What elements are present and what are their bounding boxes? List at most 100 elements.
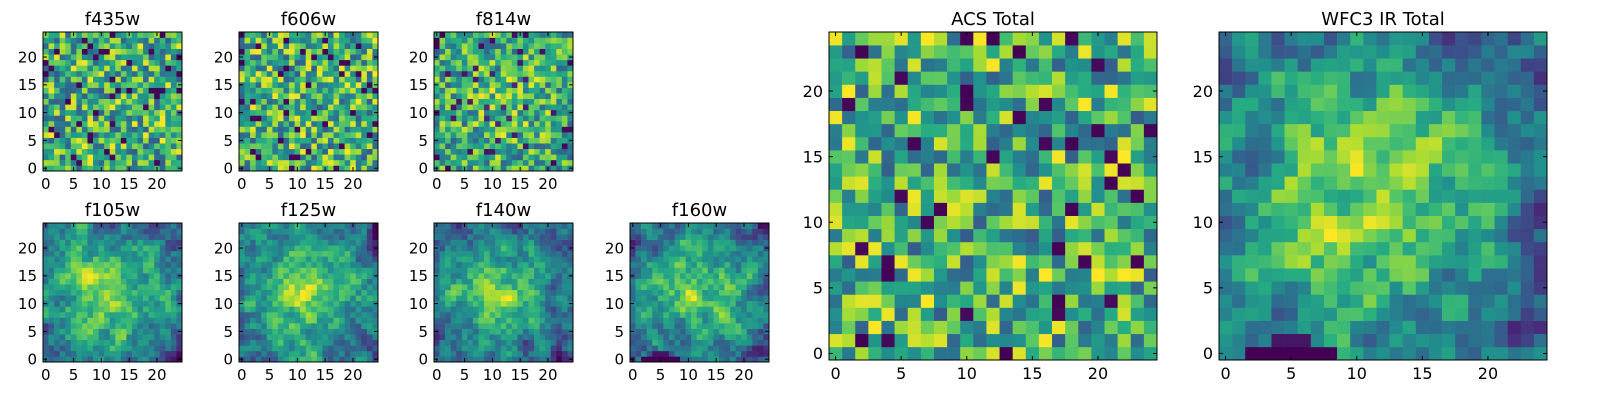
heatmap-cell — [1025, 307, 1040, 321]
heatmap-cell — [495, 356, 502, 363]
heatmap-cell — [289, 43, 295, 49]
heatmap-cell — [98, 70, 105, 77]
heatmap-cell — [561, 239, 568, 246]
heatmap-cell — [855, 307, 869, 321]
heatmap-cell — [154, 159, 161, 166]
heatmap-cell — [372, 104, 379, 111]
heatmap-cell — [59, 284, 66, 291]
heatmap-cell — [674, 334, 681, 341]
heatmap-cell — [300, 239, 307, 246]
heatmap-cell — [305, 43, 312, 49]
heatmap-cell — [305, 295, 312, 302]
heatmap-cell — [534, 234, 540, 240]
heatmap-cell — [350, 267, 357, 274]
heatmap-cell — [702, 273, 709, 279]
heatmap-cell — [339, 148, 345, 155]
heatmap-cell — [517, 261, 524, 268]
heatmap-cell — [506, 87, 513, 94]
heatmap-cell — [327, 323, 334, 329]
heatmap-cell — [109, 154, 116, 161]
heatmap-cell — [59, 148, 66, 155]
y-tick-label: 15 — [18, 76, 37, 94]
heatmap-cell — [567, 98, 574, 105]
heatmap-cell — [272, 334, 279, 341]
heatmap-cell — [59, 104, 66, 111]
heatmap-cell — [165, 37, 172, 44]
heatmap-cell — [283, 306, 290, 313]
heatmap-cell — [311, 278, 318, 285]
heatmap-cell — [511, 261, 518, 268]
heatmap-cell — [696, 256, 703, 263]
heatmap-cell — [472, 261, 479, 268]
heatmap-cell — [741, 323, 748, 329]
heatmap-cell — [87, 289, 94, 296]
heatmap-cell — [126, 143, 133, 150]
heatmap-cell — [239, 239, 245, 246]
heatmap-cell — [500, 250, 507, 257]
heatmap-cell — [907, 333, 922, 348]
heatmap-cell — [372, 278, 379, 285]
heatmap-cell — [126, 234, 133, 240]
heatmap-cell — [305, 300, 312, 307]
heatmap-cell — [868, 202, 882, 216]
heatmap-cell — [1052, 281, 1066, 295]
heatmap-cell — [70, 228, 77, 235]
heatmap-cell — [528, 356, 535, 363]
heatmap-cell — [1143, 202, 1158, 216]
heatmap-cell — [702, 223, 709, 229]
heatmap-cell — [65, 306, 72, 313]
heatmap-cell — [652, 306, 659, 313]
heatmap-cell — [489, 289, 496, 296]
x-tick-label: 5 — [265, 366, 275, 384]
heatmap-cell — [300, 223, 307, 229]
heatmap-cell — [550, 159, 557, 166]
heatmap-cell — [550, 59, 557, 66]
heatmap-cell — [461, 350, 468, 357]
heatmap-cell — [855, 202, 869, 216]
heatmap-cell — [366, 239, 373, 246]
heatmap-cell — [947, 320, 961, 335]
heatmap-cell — [1065, 255, 1079, 269]
heatmap-cell — [366, 245, 373, 252]
heatmap-cell — [104, 273, 111, 279]
heatmap-cell — [1012, 255, 1027, 269]
heatmap-cell — [434, 126, 440, 133]
heatmap-cell — [244, 250, 251, 257]
heatmap-cell — [115, 245, 122, 252]
heatmap-cell — [333, 267, 340, 274]
heatmap-cell — [434, 250, 440, 257]
heatmap-cell — [467, 87, 474, 94]
heatmap-cell — [506, 154, 513, 161]
heatmap-cell — [59, 65, 66, 72]
heatmap-cell — [685, 311, 692, 318]
heatmap-cell — [1143, 320, 1158, 335]
heatmap-cell — [561, 250, 568, 257]
x-tick-label: 0 — [41, 175, 51, 193]
heatmap-cell — [159, 165, 166, 172]
heatmap-cell — [126, 87, 133, 94]
heatmap-cell — [261, 273, 268, 279]
heatmap-cell — [372, 284, 379, 291]
heatmap-cell — [239, 228, 245, 235]
heatmap-cell — [76, 104, 83, 111]
heatmap-cell — [43, 239, 49, 246]
heatmap-cell — [478, 165, 485, 172]
heatmap-cell — [126, 37, 133, 44]
heatmap-cell — [663, 311, 670, 318]
heatmap-cell — [517, 300, 524, 307]
heatmap-cell — [43, 339, 49, 346]
heatmap-cell — [300, 350, 307, 357]
heatmap-cell — [239, 154, 245, 161]
heatmap-cell — [339, 273, 345, 279]
heatmap-cell — [250, 132, 256, 138]
heatmap-cell — [255, 256, 262, 263]
y-tick-label: 15 — [605, 267, 624, 285]
heatmap-cell — [54, 132, 60, 138]
heatmap-cell — [478, 245, 485, 252]
heatmap-cell — [289, 339, 295, 346]
heatmap-cell — [305, 76, 312, 83]
heatmap-cell — [456, 289, 463, 296]
heatmap-cell — [550, 109, 557, 116]
heatmap-cell — [131, 356, 138, 363]
heatmap-cell — [48, 339, 55, 346]
